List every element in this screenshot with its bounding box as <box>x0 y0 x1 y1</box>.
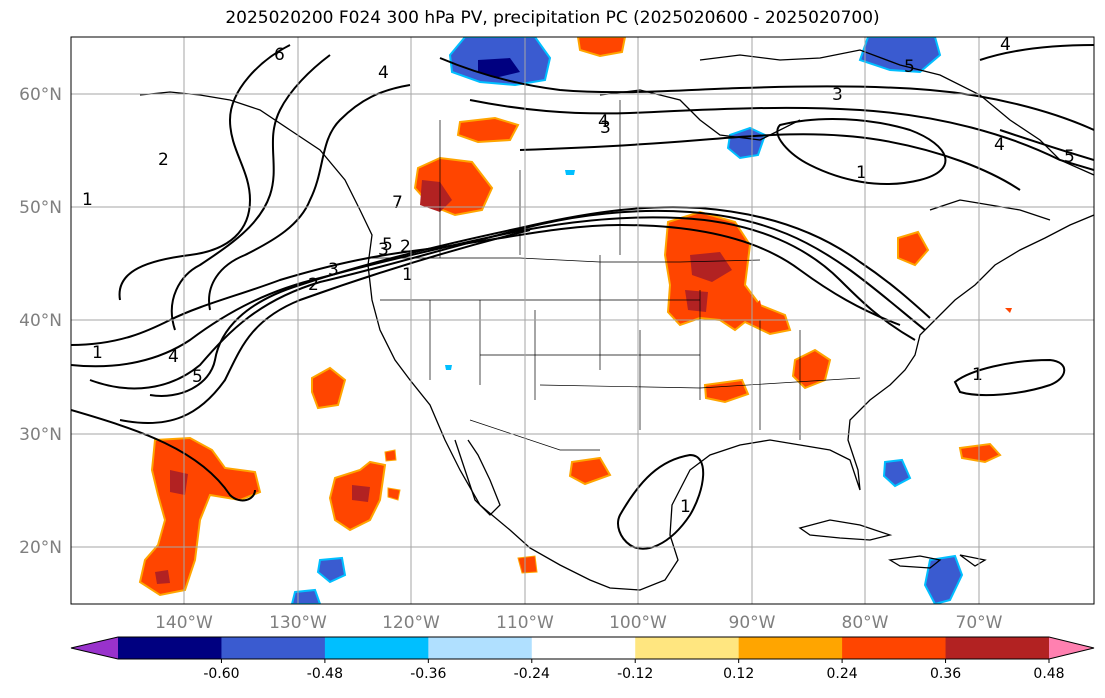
contour-label: 1 <box>856 163 867 183</box>
colorbar-tick-label: 0.24 <box>827 666 858 682</box>
contour-label: 1 <box>82 190 93 210</box>
lat-label: 20°N <box>19 538 62 558</box>
lon-label: 70°W <box>956 613 1003 633</box>
colorbar-extend-high <box>1049 637 1094 659</box>
lat-label: 50°N <box>19 198 62 218</box>
lon-label: 140°W <box>155 613 213 633</box>
colorbar-segment <box>324 637 429 659</box>
colorbar-tick-label: -0.48 <box>307 666 343 682</box>
contour-label: 1 <box>972 365 983 385</box>
map-title: 2025020200 F024 300 hPa PV, precipitatio… <box>225 8 880 28</box>
longitude-labels: 140°W 130°W 120°W 110°W 100°W 90°W 80°W … <box>155 613 1003 633</box>
lon-label: 120°W <box>382 613 440 633</box>
lon-label: 80°W <box>842 613 889 633</box>
graticule <box>71 37 1094 604</box>
colorbar-tick-label: -0.12 <box>617 666 653 682</box>
lat-label: 30°N <box>19 425 62 445</box>
contour-label: 2 <box>158 150 169 170</box>
contour-label: 5 <box>192 367 203 387</box>
colorbar-extend-low <box>71 637 118 659</box>
lon-label: 90°W <box>729 613 776 633</box>
colorbar-segment <box>842 637 947 659</box>
colorbar-segment <box>531 637 636 659</box>
colorbar-segment <box>428 637 533 659</box>
contour-label: 4 <box>994 135 1005 155</box>
colorbar-segment <box>945 637 1050 659</box>
contour-label: 2 <box>400 237 411 257</box>
colorbar-tick-label: -0.24 <box>514 666 550 682</box>
contour-label: 1 <box>402 265 413 285</box>
contour-label: 5 <box>904 57 915 77</box>
colorbar-segment <box>221 637 326 659</box>
lon-label: 130°W <box>269 613 327 633</box>
colorbar-tick-label: 0.36 <box>930 666 961 682</box>
contour-label: 3 <box>328 260 339 280</box>
contour-label: 4 <box>598 112 609 132</box>
colorbar-segment <box>118 637 222 659</box>
lon-label: 110°W <box>496 613 554 633</box>
colorbar-tick-label: 0.48 <box>1033 666 1064 682</box>
contour-label: 3 <box>600 118 611 138</box>
latitude-labels: 60°N 50°N 40°N 30°N 20°N <box>19 85 62 558</box>
contour-label: 6 <box>274 45 285 65</box>
contour-label: 5 <box>382 235 393 255</box>
colorbar-tick-label: 0.12 <box>723 666 754 682</box>
pv-contour-labels: 1 2 3 4 5 6 7 1 2 3 4 5 1 2 3 4 5 1 3 4 … <box>82 35 1075 517</box>
contour-label: 4 <box>378 63 389 83</box>
contour-label: 5 <box>1064 147 1075 167</box>
plot-frame <box>70 36 1095 605</box>
contour-label: 1 <box>680 497 691 517</box>
contour-label: 7 <box>392 193 403 213</box>
lat-label: 60°N <box>19 85 62 105</box>
colorbar-segment <box>738 637 843 659</box>
colorbar: -0.60 -0.48 -0.36 -0.24 -0.12 0.12 0.24 0.36 0.4… <box>70 636 1095 682</box>
lat-label: 40°N <box>19 311 62 331</box>
contour-label: 4 <box>1000 35 1011 55</box>
contour-label: 2 <box>308 275 319 295</box>
contour-label: 3 <box>832 85 843 105</box>
contour-label: 4 <box>168 347 179 367</box>
pv-contours <box>71 44 1094 550</box>
lon-label: 100°W <box>609 613 667 633</box>
colorbar-outline <box>70 636 1095 660</box>
contour-label: 3 <box>378 240 389 260</box>
colorbar-segment <box>635 637 740 659</box>
contour-label: 1 <box>92 343 103 363</box>
political-borders <box>372 100 861 451</box>
colorbar-tick-label: -0.36 <box>410 666 446 682</box>
colorbar-tick-label: -0.60 <box>203 666 239 682</box>
